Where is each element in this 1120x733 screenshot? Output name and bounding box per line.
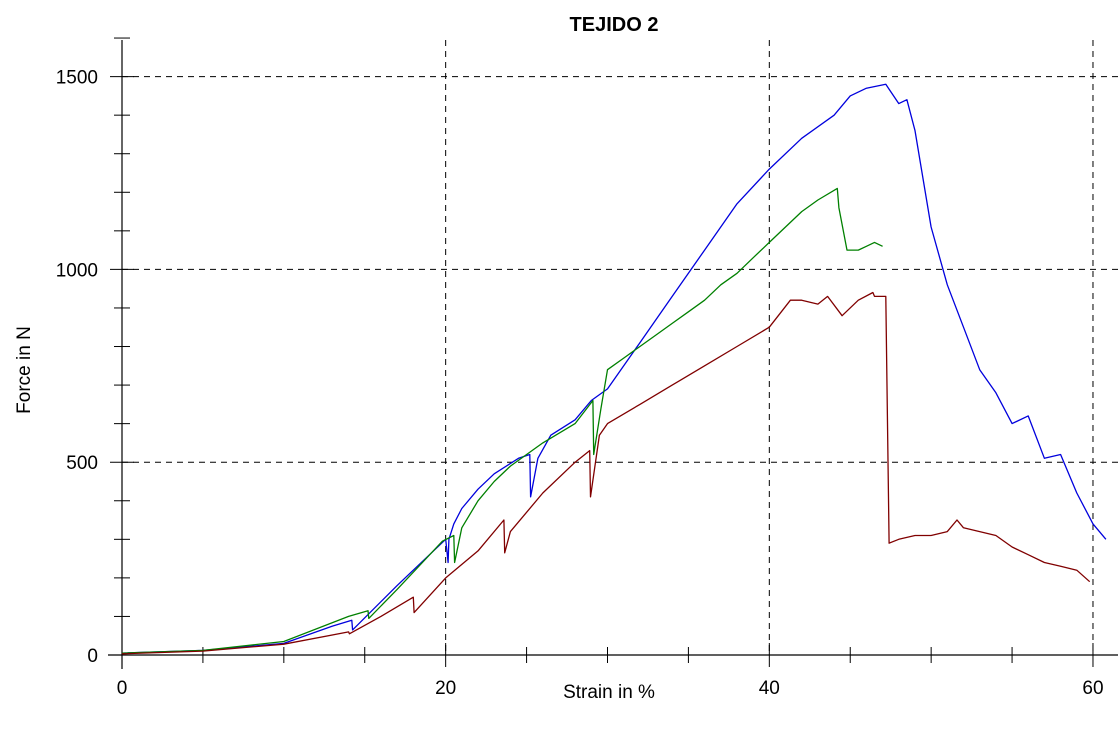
series-line-2 [121,187,883,654]
series-line-1 [121,83,1107,654]
y-tick-label: 1500 [56,68,98,89]
x-axis-label: Strain in % [563,682,655,703]
x-tick-label: 40 [759,678,780,699]
grid [122,40,1118,655]
tick-labels: 0 20 40 60 0 500 1000 1500 [56,68,1104,699]
series-layer [121,83,1107,655]
series-line-3 [121,291,1091,655]
axes [108,37,1118,669]
x-tick-label: 20 [435,678,456,699]
x-tick-label: 0 [117,678,128,699]
y-tick-label: 0 [87,646,98,667]
chart-title: TEJIDO 2 [570,14,659,36]
x-tick-label: 60 [1082,678,1103,699]
y-tick-label: 1000 [56,260,98,281]
y-axis-label: Force in N [14,326,35,414]
y-tick-label: 500 [66,453,98,474]
